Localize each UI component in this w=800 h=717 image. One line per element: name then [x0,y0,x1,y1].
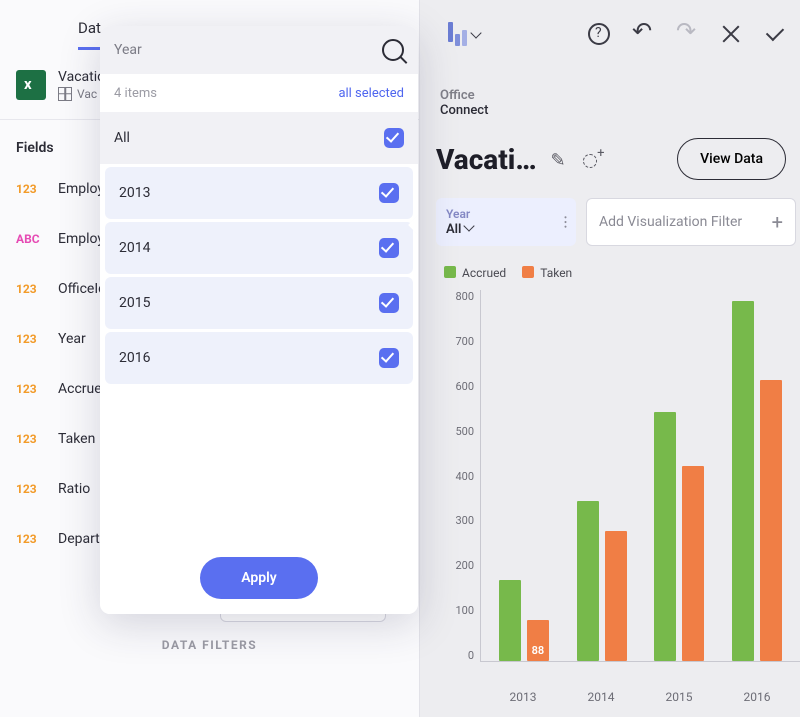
checkbox-checked-icon[interactable] [384,128,404,148]
x-tick: 2013 [493,690,553,704]
y-tick: 800 [455,290,474,303]
apply-button[interactable]: Apply [200,557,318,599]
bar-label: 88 [527,644,549,657]
field-type-badge: 123 [16,532,48,546]
undo-icon[interactable] [632,23,654,45]
filter-item-label: 2016 [119,350,150,366]
checkbox-checked-icon[interactable] [379,293,399,313]
field-name: OfficeId [58,281,106,297]
table-icon [58,87,72,101]
redo-icon[interactable] [676,23,698,45]
filter-title: Year [114,42,142,58]
x-tick: 2015 [649,690,709,704]
y-tick: 0 [468,649,474,662]
filter-count: 4 items [114,86,157,101]
chevron-down-icon [472,25,480,44]
year-pill-label: Year [446,207,473,221]
field-type-badge: 123 [16,432,48,446]
filter-item-label: 2015 [119,295,150,311]
breadcrumb-sub: Connect [440,103,800,118]
bar-accrued[interactable] [654,412,676,661]
add-visualization-filter[interactable]: Add Visualization Filter + [586,198,796,246]
legend-item[interactable]: Taken [522,266,572,280]
y-tick: 300 [455,514,474,527]
kebab-icon[interactable]: ··· [562,215,566,229]
y-tick: 200 [455,559,474,572]
bar-group [727,301,787,661]
help-icon[interactable] [588,23,610,45]
filter-item-label: 2014 [119,240,150,256]
y-tick: 400 [455,470,474,483]
field-type-badge: 123 [16,382,48,396]
filter-item-label: All [114,130,130,146]
bar-taken[interactable]: 88 [527,620,549,661]
y-tick: 600 [455,380,474,393]
excel-icon [16,70,46,100]
chart-area: Accrued Taken 800 700 600 500 400 300 200 100 0 8… [428,266,800,704]
checkbox-checked-icon[interactable] [379,238,399,258]
y-tick: 700 [455,335,474,348]
year-pill-value: All [446,222,461,237]
add-filter-label: Add Visualization Filter [599,214,742,230]
filter-item-all[interactable]: All [100,112,418,164]
y-tick: 100 [455,604,474,617]
breadcrumb-top: Office [440,88,800,103]
close-icon[interactable] [720,23,742,45]
bar-group [649,412,709,661]
chevron-down-icon [465,222,473,237]
field-name: Ratio [58,481,90,497]
plus-icon: + [772,210,783,234]
bar-taken[interactable] [760,380,782,661]
bar-chart-icon [448,22,469,46]
data-filters-label: DATA FILTERS [0,638,419,652]
field-type-badge: ABC [16,232,48,246]
tab-data[interactable]: Dat [78,19,101,50]
field-type-badge: 123 [16,282,48,296]
year-filter-pill[interactable]: Year All ··· [436,198,576,246]
filter-all-selected[interactable]: all selected [338,86,404,101]
legend-swatch [522,266,534,278]
x-tick: 2016 [727,690,787,704]
legend-item[interactable]: Accrued [444,266,506,280]
page-title: Vacati… [436,143,537,176]
search-icon[interactable] [382,39,404,61]
field-type-badge: 123 [16,482,48,496]
bar-group [572,501,632,661]
bar-taken[interactable] [605,531,627,661]
field-name: Year [58,331,86,347]
field-type-badge: 123 [16,332,48,346]
visualization-type-icon[interactable] [583,150,603,168]
bar-accrued[interactable] [577,501,599,661]
breadcrumb[interactable]: Office Connect [428,88,800,118]
datasource-name: Vacatio [58,69,105,85]
bar-accrued[interactable] [732,301,754,661]
filter-item-year[interactable]: 2016 [105,332,413,384]
filter-item-year[interactable]: 2015 [105,277,413,329]
confirm-icon[interactable] [764,23,786,45]
view-data-button[interactable]: View Data [677,138,786,180]
legend-swatch [444,266,456,278]
checkbox-checked-icon[interactable] [379,348,399,368]
filter-item-label: 2013 [119,185,150,201]
x-tick: 2014 [571,690,631,704]
edit-title-icon[interactable] [551,150,569,168]
field-name: Taken [58,431,95,447]
year-filter-popup: Year 4 items all selected All 2013 2014 20… [100,26,418,614]
field-type-badge: 123 [16,182,48,196]
chart-type-selector[interactable] [448,22,480,46]
y-tick: 500 [455,425,474,438]
filter-item-year[interactable]: 2013 [105,167,413,219]
bar-group: 88 [494,580,554,661]
checkbox-checked-icon[interactable] [379,183,399,203]
bar-taken[interactable] [682,466,704,661]
bar-accrued[interactable] [499,580,521,661]
filter-item-year[interactable]: 2014 [105,222,413,274]
datasource-sheet: Vac [77,87,97,101]
